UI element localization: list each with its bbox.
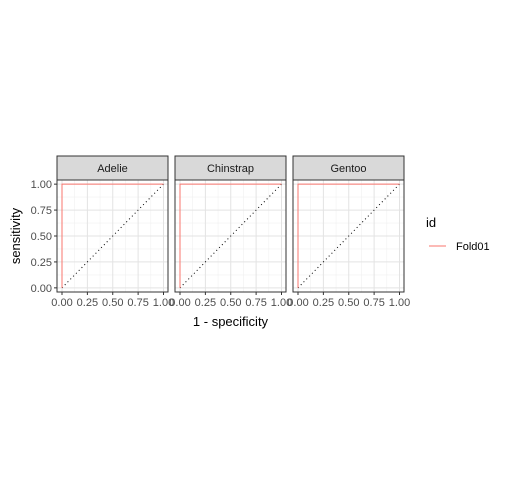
y-tick-label: 0.50 [31, 231, 52, 243]
x-tick-label: 0.25 [313, 297, 334, 309]
facet-panel-gentoo: Gentoo 0.00 0.25 0.50 0.75 1.00 [287, 155, 410, 309]
y-axis-title: sensitivity [8, 207, 23, 264]
x-tick-label: 0.75 [127, 297, 148, 309]
roc-curve-fold01 [179, 183, 282, 288]
x-tick-label: 0.00 [287, 297, 308, 309]
facet-strip [292, 155, 405, 181]
facet-strip-label: Chinstrap [207, 163, 254, 175]
facet-strip-label: Adelie [97, 163, 128, 175]
y-tick-label: 0.75 [31, 205, 52, 217]
x-tick-label: 0.50 [220, 297, 241, 309]
x-tick-label: 0.25 [77, 297, 98, 309]
x-tick-label: 0.50 [338, 297, 359, 309]
diagonal-reference-line [179, 183, 282, 289]
legend: id Fold01 [426, 215, 490, 253]
y-tick-label: 0.25 [31, 257, 52, 269]
x-axis-title: 1 - specificity [193, 314, 269, 329]
x-tick-label: 0.00 [51, 297, 72, 309]
facet-strip [56, 155, 169, 181]
y-tick-label: 1.00 [31, 179, 52, 191]
legend-entries: Fold01 [429, 241, 490, 253]
x-tick-label: 0.75 [363, 297, 384, 309]
legend-label-fold01: Fold01 [456, 241, 490, 253]
x-tick-label: 1.00 [271, 297, 292, 309]
facet-strip-label: Gentoo [330, 163, 366, 175]
x-tick-label: 0.00 [169, 297, 190, 309]
facet-panel-chinstrap: Chinstrap 0.00 0.25 0.50 0.75 1.00 [169, 155, 292, 309]
roc-curve-fold01 [61, 183, 164, 288]
x-tick-label: 0.50 [102, 297, 123, 309]
roc-curve-fold01 [297, 183, 400, 288]
x-tick-label: 0.25 [195, 297, 216, 309]
y-tick-label: 0.00 [31, 283, 52, 295]
diagonal-reference-line [297, 183, 400, 289]
x-tick-label: 0.75 [245, 297, 266, 309]
x-tick-label: 1.00 [389, 297, 410, 309]
legend-title: id [426, 215, 436, 230]
x-tick-label: 1.00 [153, 297, 174, 309]
facet-panel-adelie: Adelie 0.00 0.25 0.50 0.75 1.00 0.00 0.25 0.50 0.… [31, 155, 174, 309]
diagonal-reference-line [61, 183, 164, 289]
